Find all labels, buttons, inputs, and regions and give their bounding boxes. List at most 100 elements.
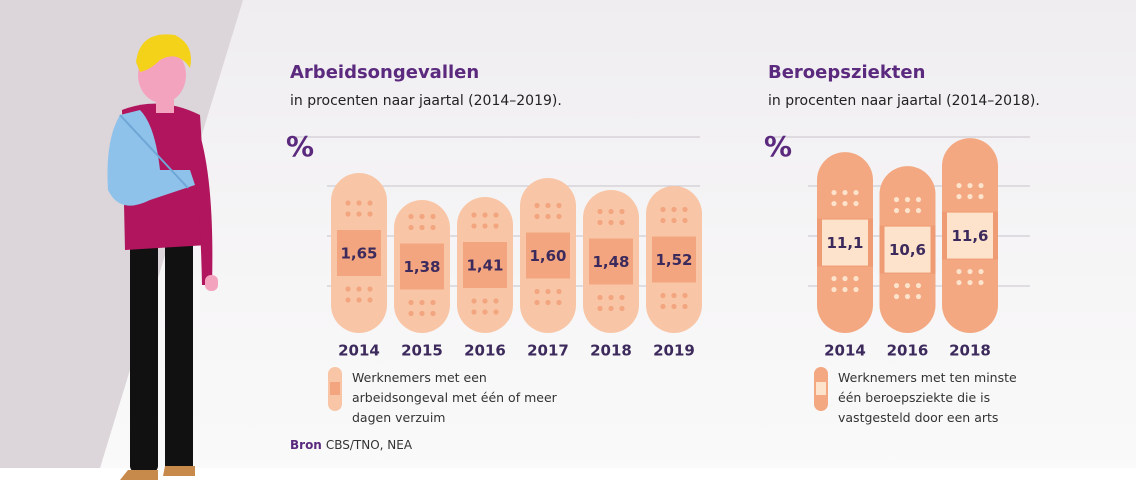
bandaid-hole (408, 310, 414, 317)
bandaid-hole (831, 189, 837, 196)
x-tick-label: 2014 (338, 342, 380, 360)
bandaid-hole (419, 310, 425, 317)
legend-icon (328, 367, 342, 411)
bandaid-hole (831, 286, 837, 293)
bandaid-hole (408, 299, 414, 306)
bandaid-hole (671, 292, 677, 299)
legend-icon (814, 367, 828, 411)
source: Bron CBS/TNO, NEA (290, 438, 412, 452)
value-label: 11,1 (826, 234, 863, 252)
bandaid-pad (526, 232, 570, 279)
bandaid-hole (419, 299, 425, 306)
bandaid-hole (682, 217, 688, 224)
bandaid-hole (608, 208, 614, 215)
bandaid-hole (831, 275, 837, 282)
bandaid-hole (556, 288, 562, 295)
chart-title: Beroepsziekten (768, 62, 925, 83)
bandaid-hole (430, 213, 436, 220)
bandaid-hole (534, 288, 540, 295)
bandaid-hole (556, 299, 562, 306)
bandaid-hole (956, 268, 962, 275)
bandaid-hole (978, 279, 984, 286)
value-label: 1,60 (529, 247, 566, 265)
bandaid-pad (947, 212, 993, 259)
y-axis-label: % (764, 130, 792, 163)
bandaid-hole (534, 213, 540, 220)
bandaid: 10,6 (879, 166, 936, 333)
bandaid-hole (671, 217, 677, 224)
bandaid-hole (660, 292, 666, 299)
bandaid-pad (400, 243, 444, 290)
bandaid-hole (831, 200, 837, 207)
bandaid-hole (408, 213, 414, 220)
bandaid-hole (493, 212, 499, 218)
bandaid-hole (608, 305, 614, 312)
bandaid-hole (345, 211, 351, 217)
bandaid-hole (608, 219, 614, 226)
bandaid-hole (842, 286, 848, 293)
bandaid-hole (915, 282, 922, 289)
bandaid-hole (345, 297, 351, 303)
source-label: Bron (290, 438, 322, 452)
bandaid-hole (430, 299, 436, 306)
x-tick-label: 2018 (590, 342, 632, 360)
bandaid: 1,41 (457, 197, 513, 333)
legend-text: Werknemers met ten minste één beroepszie… (838, 370, 1017, 425)
bandaid-pad (589, 238, 633, 285)
bandaid-hole (482, 298, 488, 304)
bandaid-hole (915, 196, 922, 203)
bandaid-hole (853, 286, 859, 293)
bandaid-hole (956, 279, 962, 286)
bandaid-hole (597, 305, 603, 312)
bandaid-hole (534, 299, 540, 306)
bandaid: 11,6 (942, 138, 998, 333)
bandaid-hole (471, 298, 477, 304)
bandaid-hole (978, 193, 984, 200)
chart-title: Arbeidsongevallen (290, 62, 479, 83)
bandaid-hole (978, 268, 984, 275)
bandaid-hole (356, 286, 362, 292)
bandaid-hole (471, 309, 477, 315)
bandaid-hole (534, 202, 540, 209)
bandaid: 1,52 (646, 186, 702, 333)
bandaid-hole (842, 200, 848, 207)
x-tick-label: 2015 (401, 342, 443, 360)
bandaid-hole (356, 211, 362, 217)
bandaid-hole (956, 182, 962, 189)
bandaid-hole (408, 224, 414, 231)
bandaid-hole (671, 303, 677, 310)
x-tick-label: 2018 (949, 342, 991, 360)
legend-pad (816, 382, 826, 395)
bandaid: 1,60 (520, 178, 576, 333)
bandaid-pad (652, 236, 696, 283)
bandaid-hole (904, 282, 911, 289)
bandaid-hole (893, 207, 900, 214)
bandaid-hole (545, 288, 551, 295)
bandaid-hole (493, 223, 499, 229)
bandaid-hole (597, 208, 603, 215)
bandaid: 1,65 (331, 173, 387, 333)
value-label: 1,52 (655, 251, 692, 269)
x-tick-label: 2017 (527, 342, 569, 360)
value-label: 1,48 (592, 253, 629, 271)
bandaid-hole (660, 217, 666, 224)
bandaid-pad (884, 226, 931, 273)
bandaid-hole (853, 200, 859, 207)
bandaid-hole (493, 298, 499, 304)
x-tick-label: 2016 (464, 342, 506, 360)
bandaid: 1,48 (583, 190, 639, 333)
bandaid-hole (660, 206, 666, 213)
bandaid: 11,1 (817, 152, 873, 333)
value-label: 10,6 (889, 241, 926, 259)
value-label: 11,6 (951, 227, 988, 245)
bandaid-hole (493, 309, 499, 315)
bandaid-hole (853, 189, 859, 196)
source-text: CBS/TNO, NEA (325, 438, 413, 452)
bandaid-hole (956, 193, 962, 200)
bandaid-pad (822, 219, 868, 266)
value-label: 1,41 (466, 257, 503, 275)
bandaid-hole (419, 213, 425, 220)
bandaid-hole (545, 213, 551, 220)
